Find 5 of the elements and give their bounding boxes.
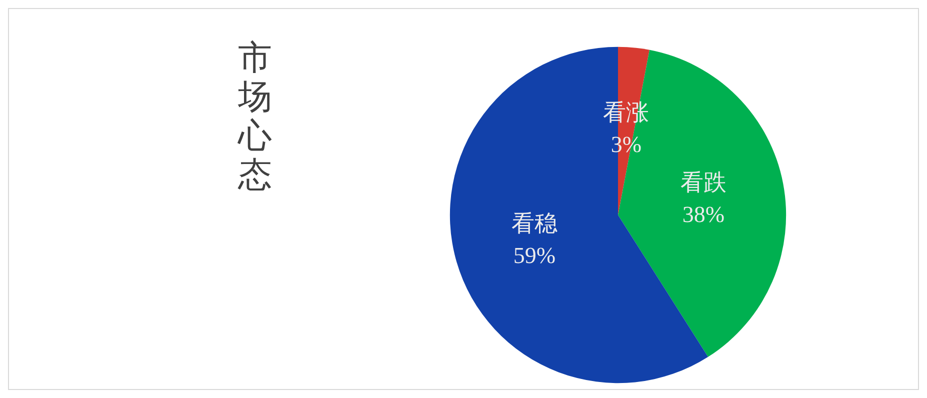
data-label: 59% bbox=[513, 242, 556, 268]
slice-label: 看稳 bbox=[511, 210, 558, 236]
slice-label: 看跌 bbox=[680, 170, 726, 196]
text: 市场心态 bbox=[238, 39, 272, 195]
data-label: 38% bbox=[682, 202, 725, 228]
